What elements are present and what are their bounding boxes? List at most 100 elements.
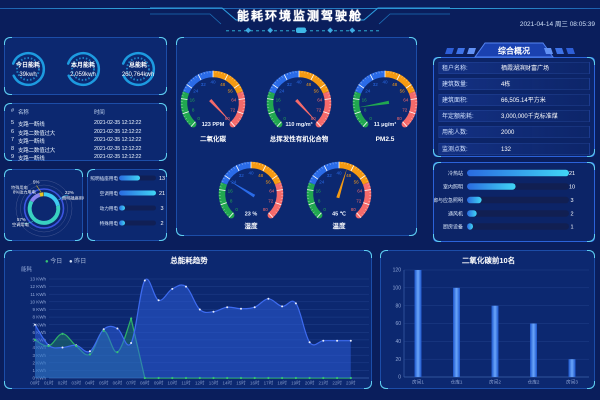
svg-text:今日能耗: 今日能耗 xyxy=(15,61,40,69)
svg-text:特殊用电: 特殊用电 xyxy=(11,184,29,191)
svg-text:特殊用电: 特殊用电 xyxy=(100,220,119,227)
svg-text:32: 32 xyxy=(239,173,245,178)
svg-text:15时: 15时 xyxy=(236,380,246,386)
svg-text:房间2: 房间2 xyxy=(489,379,501,386)
svg-text:PM2.5: PM2.5 xyxy=(376,136,395,143)
svg-text:照明插座用电: 照明插座用电 xyxy=(62,195,84,202)
svg-text:08时: 08时 xyxy=(140,380,150,386)
svg-text:22时: 22时 xyxy=(332,380,342,386)
svg-text:0: 0 xyxy=(283,116,286,121)
svg-text:64: 64 xyxy=(403,98,409,103)
svg-text:40: 40 xyxy=(296,80,302,85)
svg-text:8: 8 xyxy=(230,199,233,204)
svg-text:39kwh: 39kwh xyxy=(19,72,36,78)
svg-text:总能耗: 总能耗 xyxy=(129,61,147,69)
svg-text:7 KWh: 7 KWh xyxy=(32,322,46,327)
svg-text:09时: 09时 xyxy=(154,380,164,386)
svg-text:房间1: 房间1 xyxy=(412,379,424,386)
svg-text:48: 48 xyxy=(220,82,226,87)
svg-text:40: 40 xyxy=(395,339,401,345)
svg-text:仓库2: 仓库2 xyxy=(528,379,540,386)
svg-text:32: 32 xyxy=(201,82,207,87)
svg-text:57%: 57% xyxy=(17,217,26,222)
svg-text:综合概况: 综合概况 xyxy=(498,46,530,56)
svg-text:48: 48 xyxy=(346,173,352,178)
svg-text:二氧化碳: 二氧化碳 xyxy=(200,134,227,143)
svg-text:17时: 17时 xyxy=(264,380,274,386)
svg-text:72: 72 xyxy=(356,199,362,204)
svg-text:260,764kwh: 260,764kwh xyxy=(122,72,154,78)
svg-text:20: 20 xyxy=(395,357,401,363)
svg-text:21时: 21时 xyxy=(319,380,329,386)
svg-text:厨房设备: 厨房设备 xyxy=(443,223,463,230)
svg-text:本月能耗: 本月能耗 xyxy=(71,61,95,69)
svg-text:64: 64 xyxy=(231,98,237,103)
svg-text:0: 0 xyxy=(197,116,200,121)
svg-text:湿度: 湿度 xyxy=(245,221,259,230)
svg-text:3: 3 xyxy=(160,206,163,212)
svg-text:13 KWh: 13 KWh xyxy=(30,277,47,282)
svg-text:0: 0 xyxy=(323,207,326,212)
svg-text:56: 56 xyxy=(314,88,320,93)
svg-text:16时: 16时 xyxy=(250,380,260,386)
svg-text:2: 2 xyxy=(160,221,163,227)
svg-text:走廊与应急照明: 走廊与应急照明 xyxy=(434,197,463,204)
svg-text:21: 21 xyxy=(159,191,165,197)
svg-text:19时: 19时 xyxy=(291,380,301,386)
svg-text:16: 16 xyxy=(362,98,368,103)
svg-text:120: 120 xyxy=(393,268,402,274)
svg-text:24: 24 xyxy=(279,88,285,93)
svg-text:11 KWh: 11 KWh xyxy=(30,292,46,297)
svg-text:40: 40 xyxy=(248,171,254,176)
svg-text:13: 13 xyxy=(159,176,165,182)
svg-text:40: 40 xyxy=(382,80,388,85)
svg-text:0 KWh: 0 KWh xyxy=(32,376,46,381)
svg-text:13时: 13时 xyxy=(209,380,219,386)
svg-text:总挥发性有机化合物: 总挥发性有机化合物 xyxy=(270,134,329,143)
svg-text:0: 0 xyxy=(235,207,238,212)
svg-text:冷热站: 冷热站 xyxy=(448,170,463,177)
svg-text:23时: 23时 xyxy=(346,380,356,386)
svg-text:23 %: 23 % xyxy=(245,212,258,218)
svg-text:室内照明: 室内照明 xyxy=(443,183,463,190)
svg-text:11 μg/m³: 11 μg/m³ xyxy=(374,121,396,128)
svg-text:32: 32 xyxy=(287,82,293,87)
svg-text:80: 80 xyxy=(397,116,403,121)
svg-text:动力用电: 动力用电 xyxy=(100,205,119,212)
svg-text:01时: 01时 xyxy=(44,380,54,386)
svg-text:00时: 00时 xyxy=(30,380,40,386)
svg-text:72: 72 xyxy=(316,108,322,113)
svg-text:32: 32 xyxy=(373,82,379,87)
svg-text:123 PPM: 123 PPM xyxy=(202,122,225,128)
svg-text:64: 64 xyxy=(317,98,323,103)
svg-text:16: 16 xyxy=(316,189,322,194)
svg-text:12 KWh: 12 KWh xyxy=(30,284,47,289)
svg-text:空调用电: 空调用电 xyxy=(100,190,119,197)
svg-text:56: 56 xyxy=(266,179,272,184)
svg-text:0: 0 xyxy=(398,375,401,381)
svg-text:72: 72 xyxy=(402,108,408,113)
svg-text:60: 60 xyxy=(395,321,401,327)
svg-text:80: 80 xyxy=(395,303,401,309)
svg-text:40: 40 xyxy=(210,80,216,85)
svg-text:16: 16 xyxy=(276,98,282,103)
svg-text:11时: 11时 xyxy=(181,380,191,386)
svg-text:5%: 5% xyxy=(33,180,39,185)
svg-text:80: 80 xyxy=(351,207,357,212)
svg-text:14时: 14时 xyxy=(222,380,232,386)
svg-text:2,059kwh: 2,059kwh xyxy=(70,72,96,78)
svg-text:8: 8 xyxy=(192,108,195,113)
svg-text:72: 72 xyxy=(268,199,274,204)
svg-text:8: 8 xyxy=(318,199,321,204)
svg-text:03时: 03时 xyxy=(71,380,81,386)
svg-text:温度: 温度 xyxy=(333,221,347,230)
svg-text:64: 64 xyxy=(357,189,363,194)
svg-text:8%动力用电: 8%动力用电 xyxy=(13,189,37,196)
svg-text:18时: 18时 xyxy=(277,380,287,386)
svg-text:56: 56 xyxy=(400,88,406,93)
svg-text:02时: 02时 xyxy=(58,380,68,386)
svg-text:05时: 05时 xyxy=(99,380,109,386)
svg-text:24: 24 xyxy=(365,88,371,93)
svg-text:0: 0 xyxy=(369,116,372,121)
svg-text:2: 2 xyxy=(570,212,573,218)
